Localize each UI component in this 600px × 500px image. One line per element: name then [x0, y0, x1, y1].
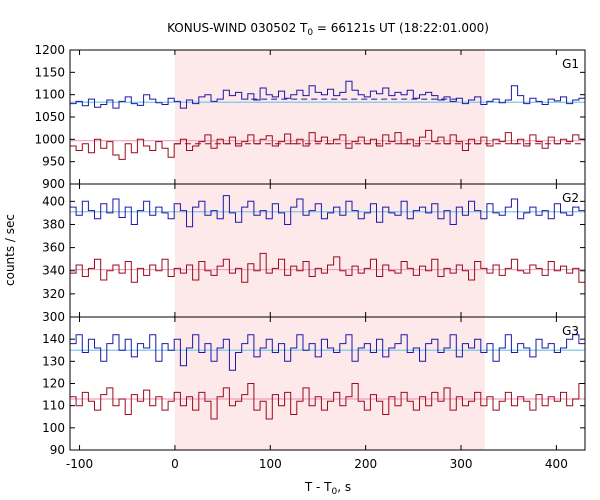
series-upper-g2 — [70, 195, 585, 228]
series-lower-g1 — [70, 129, 585, 160]
x-tick-label: 300 — [450, 457, 473, 471]
x-tick-label: -100 — [66, 457, 93, 471]
x-axis-label-main: T - T — [304, 480, 332, 494]
y-tick-label: 340 — [42, 264, 65, 278]
y-tick-label: 1150 — [34, 65, 65, 79]
x-tick-label: 100 — [259, 457, 282, 471]
panel-label: G3 — [562, 324, 579, 338]
panel-label: G2 — [562, 191, 579, 205]
chart-title-sub: 0 — [307, 28, 313, 38]
x-axis-label-sub: 0 — [332, 487, 338, 497]
y-tick-label: 1000 — [34, 132, 65, 146]
panel-g1: 900 950 1000 1050 1100 1150 1200 G1 — [34, 43, 586, 191]
y-tick-label: 1100 — [34, 88, 65, 102]
plot-area: 90095010001050110011501200G1300320340360… — [34, 43, 586, 471]
series-upper-g3 — [70, 334, 585, 371]
x-tick-label: 400 — [545, 457, 568, 471]
y-tick-label: 130 — [42, 354, 65, 368]
y-tick-label: 100 — [42, 421, 65, 435]
series-lower-g3 — [70, 383, 585, 420]
y-tick-label: 900 — [42, 177, 65, 191]
y-tick-label: 110 — [42, 399, 65, 413]
y-tick-label: 1050 — [34, 110, 65, 124]
series-upper-g1 — [70, 80, 585, 109]
y-tick-label: 380 — [42, 217, 65, 231]
panel-label: G1 — [562, 57, 579, 71]
x-tick-label: 0 — [171, 457, 179, 471]
x-axis-label: T - T0, s — [304, 480, 351, 497]
y-tick-label: 950 — [42, 155, 65, 169]
y-tick-label: 140 — [42, 332, 65, 346]
y-tick-label: 1200 — [34, 43, 65, 57]
y-tick-label: 90 — [50, 443, 65, 457]
y-tick-label: 360 — [42, 241, 65, 255]
x-axis-label-rest: , s — [337, 480, 351, 494]
y-tick-label: 320 — [42, 287, 65, 301]
chart-title-rest: = 66121s UT (18:22:01.000) — [313, 21, 489, 35]
panel-g3: 90 100 110 120 130 140 G3 — [42, 316, 586, 457]
x-tick-label: 200 — [354, 457, 377, 471]
chart-title-main: KONUS-WIND 030502 T — [167, 21, 308, 35]
chart-title: KONUS-WIND 030502 T0 = 66121s UT (18:22:… — [167, 21, 489, 38]
y-tick-label: 300 — [42, 310, 65, 324]
y-tick-label: 120 — [42, 377, 65, 391]
y-axis-label: counts / sec — [3, 214, 17, 286]
y-tick-label: 400 — [42, 194, 65, 208]
shaded-interval — [174, 50, 485, 450]
series-lower-g2 — [70, 252, 585, 283]
